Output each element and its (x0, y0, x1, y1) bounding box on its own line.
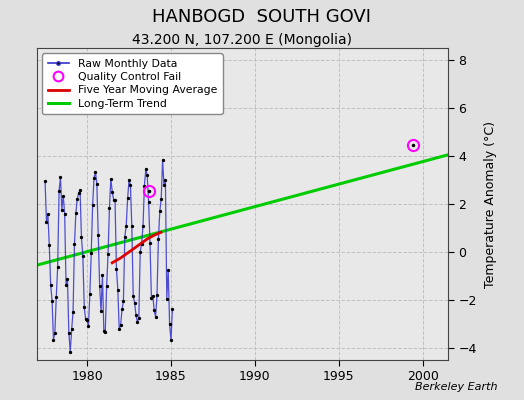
Text: Berkeley Earth: Berkeley Earth (416, 382, 498, 392)
Legend: Raw Monthly Data, Quality Control Fail, Five Year Moving Average, Long-Term Tren: Raw Monthly Data, Quality Control Fail, … (42, 54, 223, 114)
Title: 43.200 N, 107.200 E (Mongolia): 43.200 N, 107.200 E (Mongolia) (133, 33, 352, 47)
Y-axis label: Temperature Anomaly (°C): Temperature Anomaly (°C) (484, 120, 497, 288)
Text: HANBOGD  SOUTH GOVI: HANBOGD SOUTH GOVI (152, 8, 372, 26)
